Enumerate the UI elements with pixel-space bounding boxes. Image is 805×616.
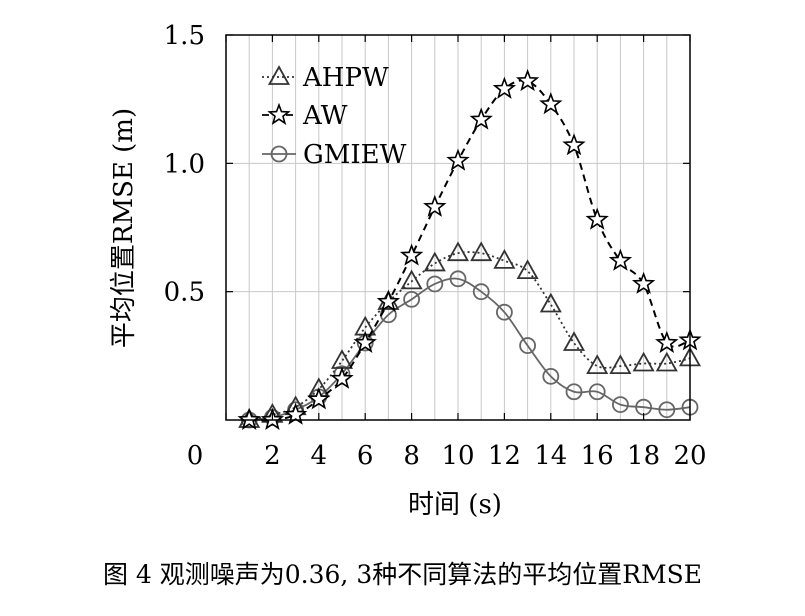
data-point-aw bbox=[330, 366, 354, 389]
data-point-aw bbox=[539, 92, 563, 115]
legend-marker-aw bbox=[267, 102, 291, 125]
data-point-gmiew bbox=[403, 290, 421, 308]
data-point-ahpw bbox=[516, 259, 539, 280]
data-point-ahpw bbox=[586, 354, 609, 374]
data-point-aw bbox=[515, 68, 540, 92]
data-point-aw bbox=[307, 387, 331, 410]
data-point-aw bbox=[353, 330, 377, 353]
data-point-gmiew bbox=[658, 401, 676, 419]
data-point-ahpw bbox=[609, 354, 632, 374]
x-tick-label: 18 bbox=[627, 441, 660, 471]
series-line-aw bbox=[249, 79, 691, 422]
data-point-ahpw bbox=[446, 241, 470, 262]
data-point-gmiew bbox=[542, 367, 560, 385]
legend: AHPW AW GMIEW bbox=[262, 63, 407, 170]
data-point-ahpw bbox=[423, 251, 446, 272]
x-tick-label: 0 bbox=[187, 441, 204, 471]
x-tick-label: 6 bbox=[357, 441, 374, 471]
data-point-aw bbox=[631, 271, 656, 294]
data-point-aw bbox=[608, 248, 633, 271]
y-tick-label: 0.5 bbox=[164, 278, 205, 308]
chart: 0 2 4 6 8 10 12 14 16 18 20 0.5 1.0 1.5 AHPW AW GMIEW 平… bbox=[109, 21, 707, 520]
y-tick-label: 1.0 bbox=[164, 149, 205, 179]
data-point-gmiew bbox=[588, 383, 606, 401]
data-point-aw bbox=[655, 330, 679, 353]
data-point-aw bbox=[446, 148, 470, 171]
data-point-gmiew bbox=[426, 275, 444, 293]
legend-marker-ahpw bbox=[267, 65, 291, 85]
data-point-aw bbox=[283, 402, 308, 425]
data-point-ahpw bbox=[632, 351, 655, 372]
data-point-aw bbox=[376, 289, 401, 312]
y-axis-title: 平均位置RMSE (m) bbox=[109, 108, 139, 348]
x-axis-title: 时间 (s) bbox=[408, 490, 502, 520]
data-point-aw bbox=[562, 133, 586, 156]
data-point-gmiew bbox=[449, 270, 467, 288]
data-point-gmiew bbox=[519, 337, 536, 354]
data-point-aw bbox=[492, 76, 517, 99]
data-point-aw bbox=[585, 207, 609, 230]
ticks: 0 2 4 6 8 10 12 14 16 18 20 0.5 1.0 1.5 bbox=[164, 21, 707, 471]
y-tick-label: 1.5 bbox=[164, 21, 205, 51]
legend-label-aw: AW bbox=[302, 101, 348, 131]
x-tick-label: 2 bbox=[264, 441, 281, 471]
x-tick-label: 10 bbox=[441, 441, 474, 471]
data-point-ahpw bbox=[400, 269, 423, 290]
series-gmiew bbox=[240, 270, 699, 429]
x-tick-label: 12 bbox=[488, 441, 521, 471]
data-point-ahpw bbox=[655, 351, 678, 372]
grid bbox=[226, 34, 690, 420]
legend-label-gmiew: GMIEW bbox=[303, 140, 407, 170]
legend-marker-gmiew bbox=[270, 145, 288, 163]
x-tick-label: 4 bbox=[311, 441, 328, 471]
data-point-ahpw bbox=[470, 241, 493, 262]
data-point-gmiew bbox=[472, 283, 490, 301]
data-point-gmiew bbox=[565, 383, 583, 401]
data-point-aw bbox=[237, 407, 261, 430]
x-tick-label: 20 bbox=[673, 441, 706, 471]
legend-label-ahpw: AHPW bbox=[302, 63, 389, 93]
series-line-ahpw bbox=[249, 251, 691, 421]
data-point-gmiew bbox=[612, 396, 629, 414]
data-point-gmiew bbox=[495, 303, 513, 321]
data-point-ahpw bbox=[539, 292, 562, 313]
figure-caption: 图 4 观测噪声为0.36, 3种不同算法的平均位置RMSE bbox=[102, 560, 703, 589]
x-tick-label: 14 bbox=[534, 441, 567, 471]
data-point-aw bbox=[423, 194, 447, 217]
x-tick-label: 8 bbox=[403, 441, 420, 471]
data-point-aw bbox=[469, 107, 493, 130]
x-tick-label: 16 bbox=[581, 441, 614, 471]
data-point-ahpw bbox=[493, 249, 516, 269]
data-point-aw bbox=[399, 243, 424, 266]
series-layer bbox=[237, 68, 702, 430]
data-point-ahpw bbox=[562, 331, 586, 351]
